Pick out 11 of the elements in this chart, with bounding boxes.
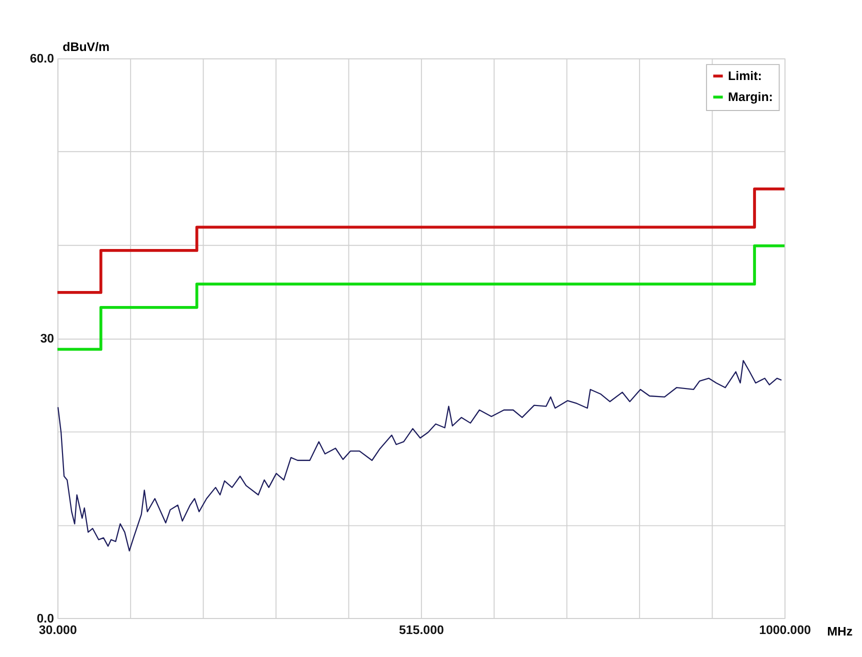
legend-label: Margin: (728, 90, 773, 104)
y-tick-label: 60.0 (30, 52, 54, 66)
x-tick-label: 30.000 (38, 622, 77, 637)
legend-label: Limit: (728, 68, 762, 83)
y-axis-title: dBuV/m (62, 40, 110, 54)
y-tick-label: 0.0 (36, 611, 54, 626)
y-tick-label: 30 (40, 331, 54, 346)
line-series (57, 360, 782, 552)
x-axis-title: MHz (827, 624, 853, 639)
x-tick-label: 515.000 (398, 622, 444, 637)
x-tick-label: 1000.000 (759, 622, 811, 637)
